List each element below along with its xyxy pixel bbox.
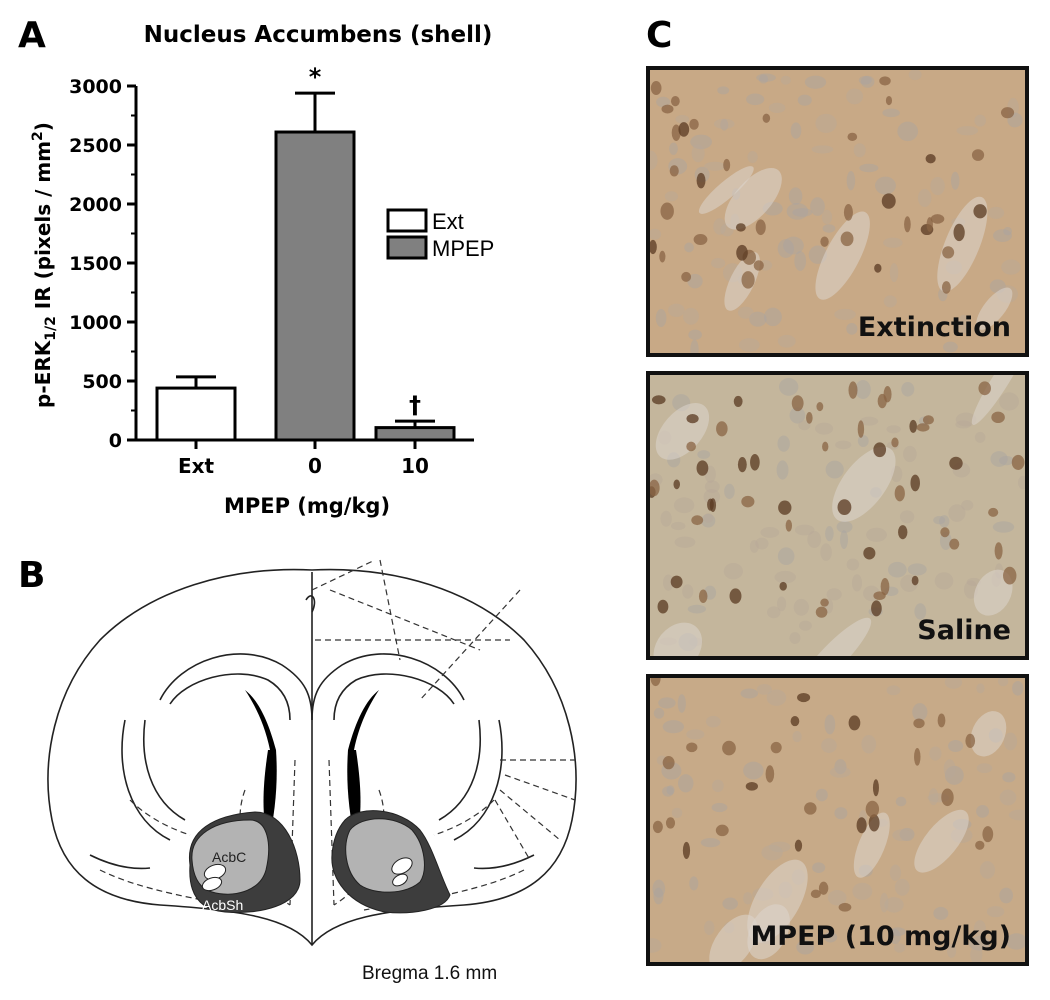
brain-section-diagram: AcbC AcbSh Bregma 1.6 mm — [47, 559, 580, 984]
micrograph-texture — [650, 678, 1025, 962]
bar-chart: Nucleus Accumbens (shell) p-ERK1/2 IR (p… — [30, 22, 494, 518]
significance-marker: * — [309, 63, 322, 91]
x-tick-label: 10 — [401, 454, 429, 478]
y-tick-label: 1500 — [69, 253, 122, 275]
micrograph-texture — [650, 375, 1025, 656]
micrograph-extinction: Extinction — [646, 66, 1029, 357]
significance-marker: † — [409, 391, 421, 419]
y-tick-label: 2500 — [69, 135, 122, 157]
y-tick-label: 500 — [82, 371, 122, 393]
micrograph-label: MPEP (10 mg/kg) — [750, 921, 1011, 952]
chart-title: Nucleus Accumbens (shell) — [144, 22, 493, 48]
y-tick-label: 2000 — [69, 194, 122, 216]
panel-c-label: C — [646, 15, 673, 56]
y-tick-label: 0 — [109, 430, 122, 452]
y-tick-label: 3000 — [69, 76, 122, 98]
bar — [274, 130, 356, 442]
micrograph-texture — [650, 70, 1025, 353]
bars: *† — [155, 63, 456, 442]
x-tick-label: Ext — [178, 454, 215, 478]
y-tick-label: 1000 — [69, 312, 122, 334]
y-axis: 0 500 1000 1500 2000 2500 3000 — [69, 76, 138, 452]
panel-b-label: B — [18, 555, 46, 596]
bar — [155, 386, 237, 442]
brain-outline — [47, 568, 577, 947]
legend-swatch — [386, 235, 428, 260]
micrograph-saline: Saline — [646, 371, 1029, 660]
micrograph-label: Extinction — [857, 312, 1011, 343]
acbsh-label: AcbSh — [202, 897, 243, 913]
x-axis: Ext 0 10 — [136, 438, 474, 478]
bregma-label: Bregma 1.6 mm — [362, 963, 497, 984]
x-axis-label: MPEP (mg/kg) — [224, 494, 390, 518]
micrograph-label: Saline — [917, 615, 1011, 646]
panel-a-label: A — [18, 15, 46, 56]
legend-label: Ext — [432, 209, 464, 234]
micrograph-mpep: MPEP (10 mg/kg) — [646, 674, 1029, 966]
x-tick-label: 0 — [308, 454, 322, 478]
acbc-label: AcbC — [212, 849, 246, 865]
legend-swatch — [386, 208, 428, 233]
legend-label: MPEP — [432, 236, 494, 261]
y-axis-label: p-ERK1/2 IR (pixels / mm2) — [30, 122, 59, 408]
